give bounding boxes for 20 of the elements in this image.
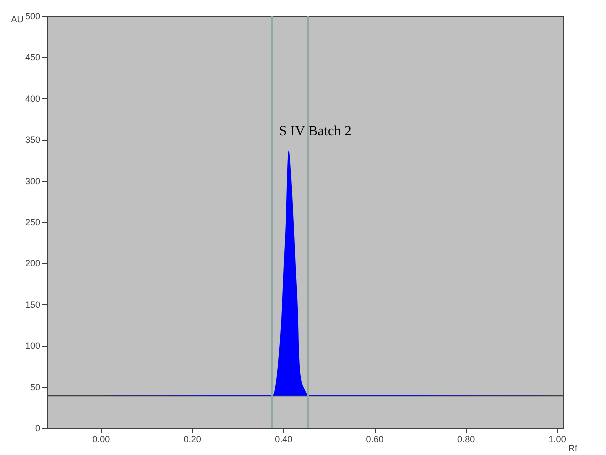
- y-tick-label: 300: [25, 176, 40, 186]
- x-tick-label: 0.60: [366, 434, 384, 444]
- x-tick-label: 0.40: [275, 434, 293, 444]
- y-tick-label: 250: [25, 218, 40, 228]
- x-tick-label: 0.80: [458, 434, 476, 444]
- y-tick-label: 500: [25, 12, 40, 22]
- x-tick-label: 1.00: [548, 434, 566, 444]
- y-tick-label: 150: [25, 300, 40, 310]
- x-tick-label: 0.20: [184, 434, 202, 444]
- y-tick-label: 0: [35, 424, 40, 434]
- x-tick-label: 0.00: [92, 434, 110, 444]
- x-axis-title: Rf: [568, 444, 578, 454]
- y-tick-label: 200: [25, 258, 40, 269]
- annotation: S IV Batch 2: [279, 124, 352, 140]
- y-axis-title: AU: [11, 14, 24, 24]
- y-tick-label: 50: [30, 382, 40, 392]
- y-tick-label: 100: [25, 341, 40, 352]
- y-tick-label: 400: [25, 94, 40, 104]
- y-tick-label: 450: [25, 52, 40, 63]
- y-tick-label: 350: [25, 135, 40, 146]
